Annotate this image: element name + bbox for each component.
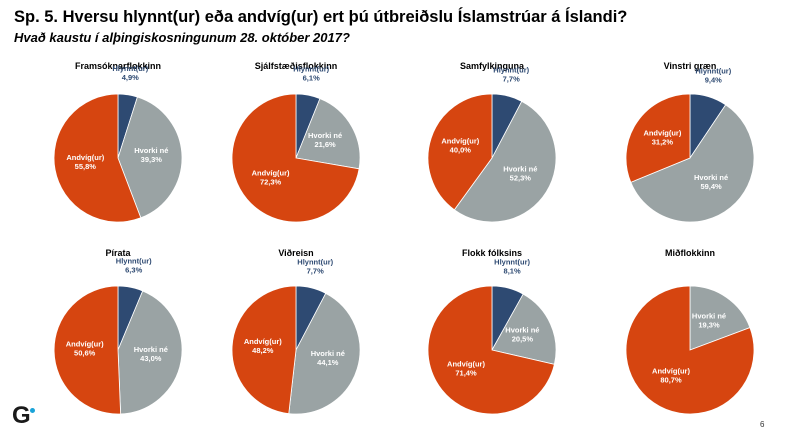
slice-category-label: Hvorki né — [505, 326, 539, 335]
chart-title: Vinstri græn — [664, 61, 717, 71]
pie-slice-hvorki — [689, 285, 751, 351]
slice-value-label: 43,0% — [140, 354, 162, 363]
slice-category-label: Hvorki né — [503, 165, 537, 174]
pie-slice-hvorki — [295, 98, 361, 170]
slice-value-label: 48,2% — [252, 346, 274, 355]
slice-value-label: 19,3% — [698, 321, 720, 330]
pie-slice-andvig — [427, 285, 555, 415]
chart-title: Pírata — [105, 248, 131, 258]
pie-slice-andvig — [625, 93, 691, 183]
slice-category-label: Hlynnt(ur) — [112, 64, 148, 73]
slice-category-label: Hlynnt(ur) — [493, 65, 529, 74]
slice-category-label: Hlynnt(ur) — [293, 65, 329, 74]
pie-slice-hvorki — [288, 292, 361, 415]
slice-category-label: Hlynnt(ur) — [116, 257, 152, 266]
pie-slice-andvig — [231, 285, 297, 415]
gallup-logo: G — [12, 402, 31, 429]
slice-value-label: 20,5% — [512, 335, 534, 344]
pie-slice-andvig — [53, 285, 122, 415]
slice-value-label: 8,1% — [504, 267, 521, 276]
chart-title: Framsóknarflokkinn — [75, 61, 161, 71]
slice-category-label: Hvorki né — [308, 131, 342, 140]
chart-title: Sjálfstæðisflokkinn — [255, 61, 338, 71]
slice-value-label: 6,1% — [303, 74, 320, 83]
slice-category-label: Hlynnt(ur) — [297, 257, 333, 266]
slice-value-label: 55,8% — [75, 162, 97, 171]
slice-category-label: Hvorki né — [692, 312, 726, 321]
slice-category-label: Hvorki né — [134, 345, 168, 354]
slice-category-label: Andvíg(ur) — [643, 129, 681, 138]
slice-value-label: 7,7% — [307, 266, 324, 275]
pie-slice-hvorki — [491, 293, 557, 365]
slice-category-label: Andvíg(ur) — [66, 340, 104, 349]
chart-title: Miðflokkinn — [665, 248, 715, 258]
page-subtitle: Hvað kaustu í alþingiskosningunum 28. ok… — [14, 30, 350, 45]
page-number: 6 — [760, 420, 765, 429]
chart-title: Flokk fólksins — [462, 248, 522, 258]
slice-value-label: 72,3% — [260, 178, 282, 187]
slice-category-label: Andvíg(ur) — [66, 153, 104, 162]
slice-value-label: 39,3% — [141, 155, 163, 164]
slice-value-label: 21,6% — [314, 140, 336, 149]
slice-value-label: 40,0% — [450, 146, 472, 155]
pie-slice-hvorki — [117, 96, 183, 219]
slice-value-label: 50,6% — [74, 349, 96, 358]
slice-category-label: Andvíg(ur) — [652, 366, 690, 375]
slice-value-label: 6,3% — [125, 266, 142, 275]
slice-category-label: Hvorki né — [311, 349, 345, 358]
chart-title: Viðreisn — [278, 248, 313, 258]
slice-category-label: Andvíg(ur) — [244, 337, 282, 346]
page-title: Sp. 5. Hversu hlynnt(ur) eða andvíg(ur) … — [14, 8, 628, 26]
slice-category-label: Andvíg(ur) — [447, 360, 485, 369]
logo-dot-icon — [30, 408, 35, 413]
slice-value-label: 52,3% — [510, 174, 532, 183]
slice-value-label: 4,9% — [122, 73, 139, 82]
pie-slice-andvig — [231, 93, 360, 223]
pie-slice-andvig — [625, 285, 755, 415]
pie-slice-andvig — [53, 93, 142, 223]
pie-slice-hvorki — [117, 290, 183, 415]
slice-value-label: 59,4% — [700, 182, 722, 191]
pie-slice-hvorki — [453, 100, 557, 223]
slice-category-label: Hvorki né — [134, 146, 168, 155]
slice-category-label: Hlynnt(ur) — [494, 258, 530, 267]
slice-category-label: Hlynnt(ur) — [695, 67, 731, 76]
slice-value-label: 9,4% — [705, 76, 722, 85]
slice-value-label: 80,7% — [660, 375, 682, 384]
slice-value-label: 44,1% — [317, 358, 339, 367]
pie-slice-andvig — [427, 93, 493, 211]
slice-category-label: Andvíg(ur) — [252, 169, 290, 178]
slice-value-label: 71,4% — [455, 369, 477, 378]
chart-title: Samfylkinguna — [460, 61, 525, 71]
slice-category-label: Hvorki né — [694, 173, 728, 182]
pie-slice-hvorki — [630, 104, 755, 223]
slice-value-label: 31,2% — [652, 138, 674, 147]
slice-value-label: 7,7% — [503, 74, 520, 83]
slice-category-label: Andvíg(ur) — [441, 137, 479, 146]
